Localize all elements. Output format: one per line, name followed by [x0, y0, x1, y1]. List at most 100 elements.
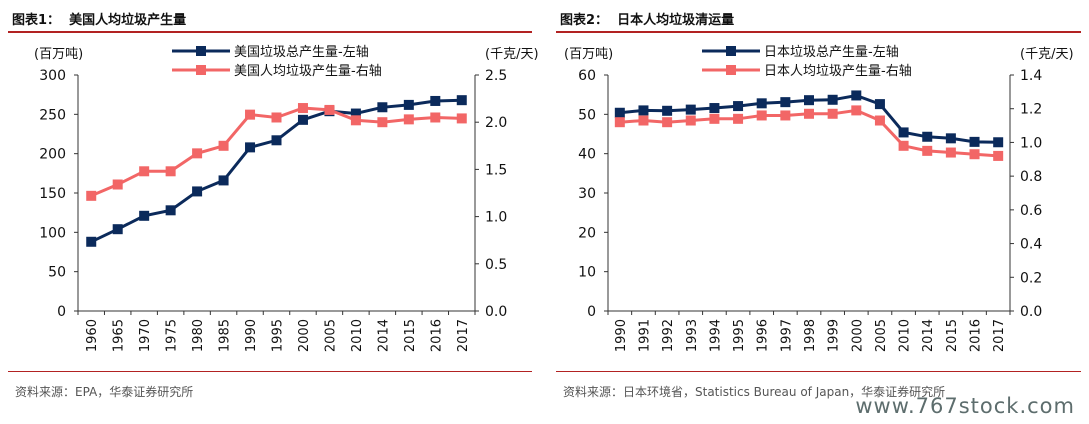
right-y-tick-label: 0.0	[1020, 304, 1042, 320]
figure-1-top-rule	[8, 31, 532, 33]
figure-1-chart: 0 50 100 150 200 250 300 0.0 0.5 1.0 1.5 2.0 2.5 (百万吨…	[34, 45, 539, 352]
series-point-right	[350, 115, 361, 126]
x-tick-label: 2010	[350, 319, 365, 352]
x-tick-label: 2017	[992, 319, 1007, 352]
series-point-left	[638, 105, 649, 116]
right-y-tick-label: 2.5	[485, 68, 507, 84]
series-point-right	[993, 150, 1004, 161]
series-point-left	[969, 136, 980, 147]
figure-1-title: 图表1： 美国人均垃圾产生量	[12, 13, 187, 28]
x-tick-label: 1970	[138, 319, 153, 352]
series-point-left	[756, 98, 767, 109]
series-point-right	[638, 115, 649, 126]
series-point-left	[685, 104, 696, 115]
left-y-tick-label: 10	[578, 265, 596, 281]
series-point-right	[403, 114, 414, 125]
legend-marker-left	[196, 46, 206, 56]
x-tick-label: 1990	[244, 319, 259, 352]
series-point-right	[192, 148, 203, 159]
series-point-right	[324, 104, 335, 115]
x-tick-label: 1999	[827, 319, 842, 352]
legend-label-right: 日本人均垃圾产生量-右轴	[764, 64, 912, 79]
x-tick-label: 1990	[614, 319, 629, 352]
left-y-tick-label: 50	[48, 265, 66, 281]
right-y-axis-unit: (千克/天)	[1020, 47, 1074, 62]
series-point-right	[245, 109, 256, 120]
right-y-axis-unit: (千克/天)	[485, 47, 539, 62]
series-point-left	[922, 131, 933, 142]
series-point-left	[874, 99, 885, 110]
right-y-tick-label: 2.0	[485, 115, 507, 131]
series-point-left	[733, 101, 744, 112]
series-point-right	[685, 115, 696, 126]
legend-label-right: 美国人均垃圾产生量-右轴	[234, 64, 382, 79]
series-point-left	[139, 210, 150, 221]
left-y-tick-label: 60	[578, 68, 596, 84]
x-tick-label: 1994	[708, 319, 723, 352]
legend-label-left: 美国垃圾总产生量-左轴	[234, 45, 369, 60]
series-point-left	[827, 94, 838, 105]
series-point-left	[297, 114, 308, 125]
right-y-tick-label: 0.0	[485, 304, 507, 320]
series-point-right	[430, 112, 441, 123]
right-y-tick-label: 1.2	[1020, 102, 1042, 118]
x-tick-label: 1995	[732, 319, 747, 352]
series-point-left	[662, 105, 673, 116]
series-point-right	[662, 117, 673, 128]
series-point-left	[403, 99, 414, 110]
figure-2-bottom-rule	[556, 371, 1081, 372]
series-point-right	[271, 112, 282, 123]
series-point-right	[898, 140, 909, 151]
series-point-right	[297, 103, 308, 114]
series-point-right	[780, 110, 791, 121]
series-point-right	[733, 113, 744, 124]
left-y-tick-label: 0	[587, 304, 596, 320]
right-y-tick-label: 1.0	[1020, 135, 1042, 151]
x-tick-label: 2010	[898, 319, 913, 352]
right-y-tick-label: 0.5	[485, 257, 507, 273]
left-y-tick-label: 300	[39, 68, 66, 84]
legend-marker-left	[726, 46, 736, 56]
series-point-right	[851, 105, 862, 116]
x-tick-label: 2017	[456, 319, 471, 352]
series-point-right	[709, 113, 720, 124]
right-y-tick-label: 0.4	[1020, 237, 1042, 253]
series-point-left	[218, 175, 229, 186]
series-point-right	[969, 149, 980, 160]
right-y-tick-label: 0.6	[1020, 203, 1042, 219]
right-y-tick-label: 0.2	[1020, 270, 1042, 286]
x-tick-label: 2000	[297, 319, 312, 352]
left-y-axis-unit: (百万吨)	[564, 47, 613, 62]
x-tick-label: 2000	[850, 319, 865, 352]
series-point-left	[456, 95, 467, 106]
series-point-left	[614, 107, 625, 118]
x-tick-label: 2014	[376, 319, 391, 352]
x-tick-label: 1985	[218, 319, 233, 352]
series-point-left	[165, 205, 176, 216]
series-point-right	[827, 108, 838, 119]
x-tick-label: 1975	[165, 319, 180, 352]
figure-2-chart: 0 10 20 30 40 50 60 0.0 0.2 0.4 0.6 0.8 1.0 1.2 1.4 (百万…	[564, 45, 1074, 352]
x-tick-label: 1991	[637, 319, 652, 352]
series-point-right	[218, 140, 229, 151]
series-point-right	[614, 117, 625, 128]
x-tick-label: 2005	[874, 319, 889, 352]
x-tick-label: 1960	[85, 319, 100, 352]
legend-marker-right	[726, 65, 736, 75]
x-tick-label: 1965	[112, 319, 127, 352]
x-tick-label: 1995	[271, 319, 286, 352]
figure-1-bottom-rule	[8, 371, 532, 372]
x-tick-label: 1993	[685, 319, 700, 352]
x-tick-label: 1980	[191, 319, 206, 352]
series-point-left	[245, 142, 256, 153]
right-y-tick-label: 1.5	[485, 162, 507, 178]
series-point-left	[112, 224, 123, 235]
series-point-left	[804, 95, 814, 106]
series-point-right	[112, 179, 123, 190]
series-point-left	[993, 137, 1004, 148]
x-tick-label: 1996	[756, 319, 771, 352]
series-point-left	[377, 102, 388, 113]
x-tick-label: 1997	[779, 319, 794, 352]
series-point-left	[898, 127, 909, 138]
x-tick-label: 2015	[945, 319, 960, 352]
